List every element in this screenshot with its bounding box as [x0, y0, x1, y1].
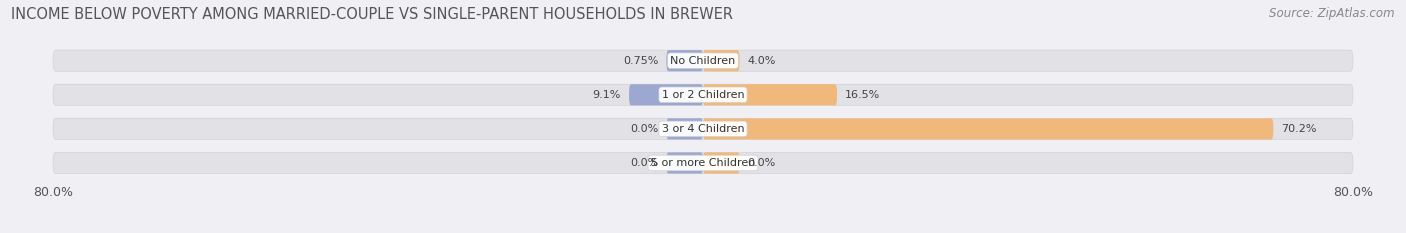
Text: 0.0%: 0.0%: [630, 124, 658, 134]
Text: 1 or 2 Children: 1 or 2 Children: [662, 90, 744, 100]
Text: 9.1%: 9.1%: [592, 90, 621, 100]
Text: No Children: No Children: [671, 56, 735, 66]
Text: 3 or 4 Children: 3 or 4 Children: [662, 124, 744, 134]
Text: INCOME BELOW POVERTY AMONG MARRIED-COUPLE VS SINGLE-PARENT HOUSEHOLDS IN BREWER: INCOME BELOW POVERTY AMONG MARRIED-COUPL…: [11, 7, 734, 22]
Text: 5 or more Children: 5 or more Children: [651, 158, 755, 168]
Text: 0.75%: 0.75%: [623, 56, 658, 66]
FancyBboxPatch shape: [628, 84, 703, 105]
FancyBboxPatch shape: [53, 118, 1353, 140]
FancyBboxPatch shape: [53, 84, 1353, 105]
FancyBboxPatch shape: [666, 152, 703, 174]
FancyBboxPatch shape: [703, 152, 740, 174]
FancyBboxPatch shape: [53, 152, 1353, 174]
FancyBboxPatch shape: [703, 50, 740, 71]
Text: Source: ZipAtlas.com: Source: ZipAtlas.com: [1270, 7, 1395, 20]
FancyBboxPatch shape: [703, 84, 837, 105]
FancyBboxPatch shape: [53, 50, 1353, 71]
Text: 0.0%: 0.0%: [748, 158, 776, 168]
Text: 4.0%: 4.0%: [748, 56, 776, 66]
Text: 70.2%: 70.2%: [1281, 124, 1317, 134]
Text: 16.5%: 16.5%: [845, 90, 880, 100]
Text: 0.0%: 0.0%: [630, 158, 658, 168]
FancyBboxPatch shape: [703, 118, 1274, 140]
FancyBboxPatch shape: [666, 50, 703, 71]
FancyBboxPatch shape: [666, 118, 703, 140]
